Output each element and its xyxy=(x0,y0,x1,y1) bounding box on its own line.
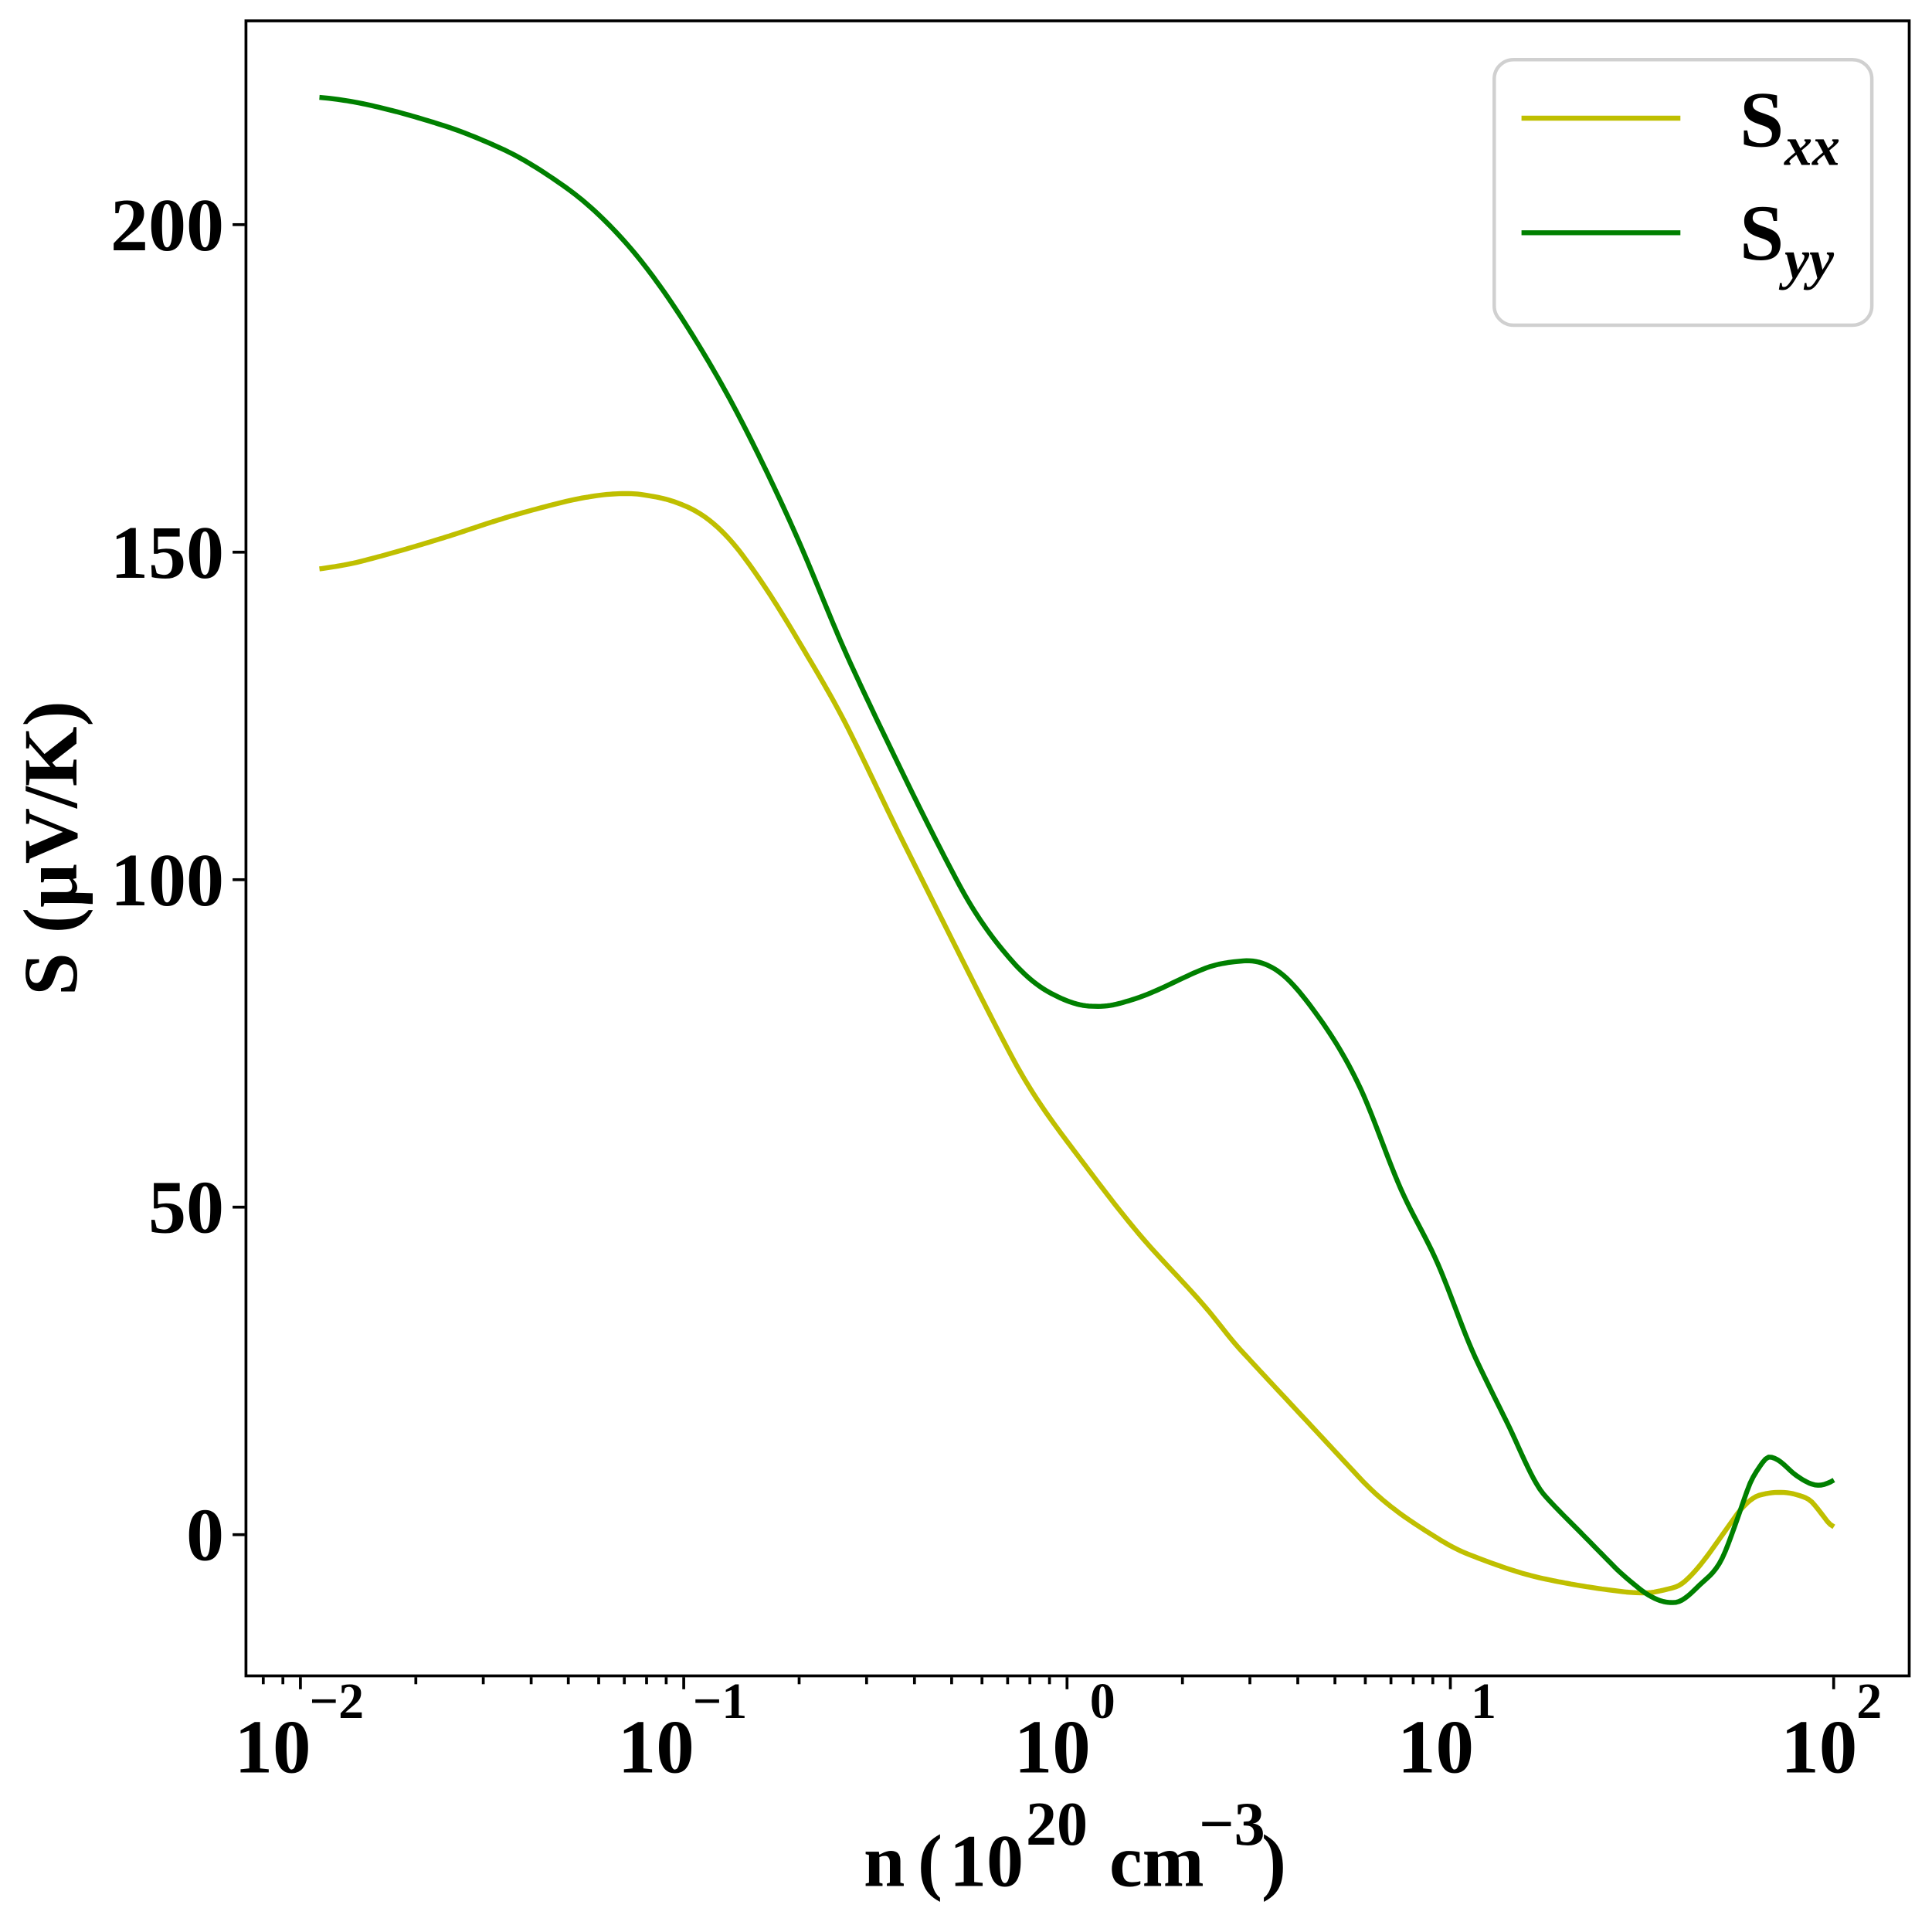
svg-text:S (μV/K): S (μV/K) xyxy=(8,701,93,996)
svg-text:−1: −1 xyxy=(693,1673,748,1730)
svg-text:yy: yy xyxy=(1778,229,1835,290)
svg-text:n: n xyxy=(864,1819,905,1902)
svg-text:100: 100 xyxy=(110,839,224,922)
svg-text:): ) xyxy=(1261,1819,1286,1902)
svg-text:50: 50 xyxy=(148,1166,224,1250)
svg-text:2: 2 xyxy=(1856,1673,1882,1730)
svg-text:S: S xyxy=(1740,76,1784,165)
svg-text:20: 20 xyxy=(1026,1791,1088,1859)
svg-text:−3: −3 xyxy=(1199,1791,1265,1859)
svg-text:0: 0 xyxy=(186,1494,224,1577)
svg-text:10: 10 xyxy=(1781,1706,1857,1790)
svg-text:10: 10 xyxy=(949,1819,1024,1902)
svg-text:10: 10 xyxy=(1014,1706,1091,1790)
svg-text:10: 10 xyxy=(235,1706,311,1790)
svg-text:S: S xyxy=(1740,189,1784,277)
svg-text:−2: −2 xyxy=(310,1673,365,1730)
svg-text:xx: xx xyxy=(1784,116,1840,178)
svg-text:0: 0 xyxy=(1090,1673,1115,1730)
svg-text:(: ( xyxy=(918,1819,942,1902)
svg-text:1: 1 xyxy=(1471,1673,1496,1730)
svg-text:cm: cm xyxy=(1109,1819,1204,1902)
svg-text:10: 10 xyxy=(618,1706,694,1790)
svg-text:150: 150 xyxy=(110,511,224,595)
svg-text:200: 200 xyxy=(110,184,224,267)
svg-text:10: 10 xyxy=(1397,1706,1474,1790)
